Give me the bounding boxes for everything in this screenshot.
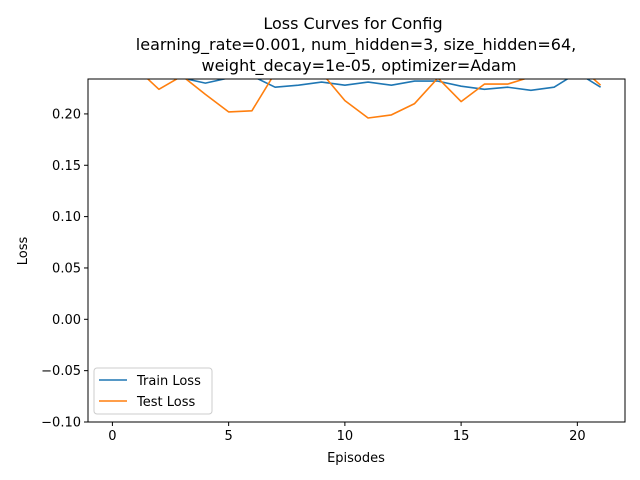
y-tick-label: 0.10: [52, 210, 81, 225]
series-layer: [146, 79, 602, 119]
chart-title-line-3: weight_decay=1e-05, optimizer=Adam: [202, 56, 517, 76]
train-loss-line: [182, 79, 602, 92]
x-tick-label: 20: [569, 429, 586, 444]
y-tick-label: −0.10: [41, 416, 81, 431]
x-tick-label: 0: [108, 429, 116, 444]
chart-title-line-1: Loss Curves for Config: [263, 14, 442, 33]
x-tick-label: 15: [453, 429, 470, 444]
y-tick-label: 0.20: [52, 107, 81, 122]
y-axis: −0.10 −0.05 0.00 0.05 0.10 0.15 0.20: [41, 107, 88, 431]
y-tick-label: −0.05: [41, 364, 81, 379]
legend-train-label: Train Loss: [136, 374, 201, 389]
y-axis-label: Loss: [16, 237, 31, 266]
x-tick-label: 5: [225, 429, 233, 444]
x-axis-label: Episodes: [327, 451, 385, 466]
plot-frame: [87, 78, 626, 423]
legend-test-label: Test Loss: [136, 395, 195, 410]
x-tick-label: 10: [337, 429, 354, 444]
x-axis: 0 5 10 15 20: [108, 422, 586, 444]
y-tick-label: 0.15: [52, 159, 81, 174]
test-loss-line: [146, 79, 602, 119]
y-tick-label: 0.00: [52, 313, 81, 328]
legend: Train Loss Test Loss: [93, 367, 213, 415]
y-tick-label: 0.05: [52, 261, 81, 276]
chart-title-line-2: learning_rate=0.001, num_hidden=3, size_…: [136, 35, 576, 55]
